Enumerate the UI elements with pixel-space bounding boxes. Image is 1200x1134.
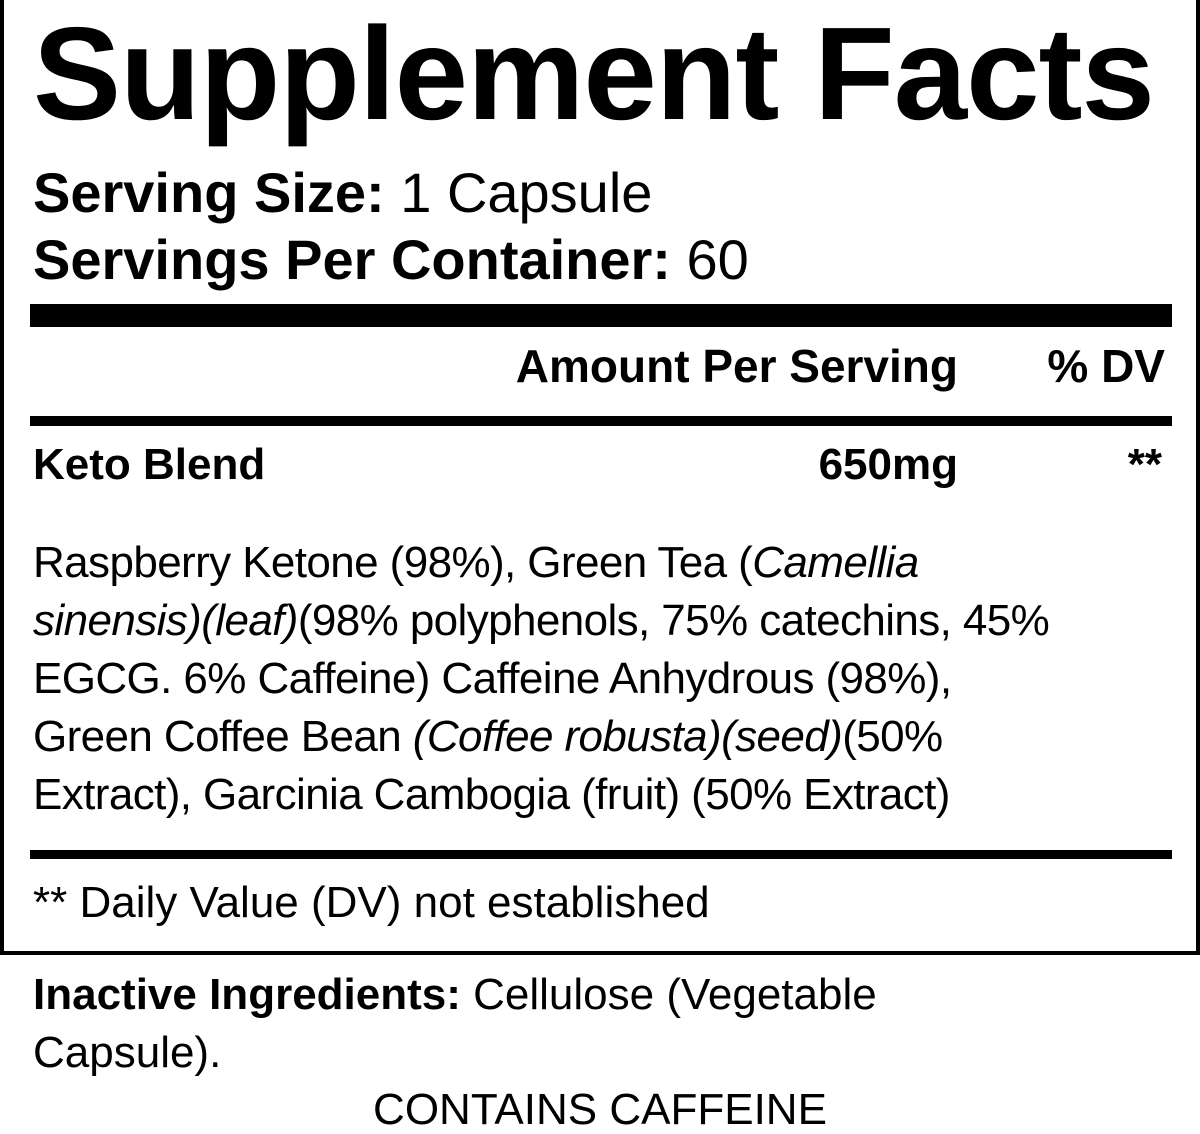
facts-panel-border (0, 0, 1200, 955)
ingredient-line: Extract), Garcinia Cambogia (fruit) (50%… (33, 766, 950, 824)
footnote: ** Daily Value (DV) not established (33, 878, 710, 927)
serving-size-value: 1 Capsule (400, 161, 653, 224)
divider (30, 416, 1172, 426)
ingredient-line: EGCG. 6% Caffeine) Caffeine Anhydrous (9… (33, 650, 952, 708)
divider (30, 850, 1172, 859)
caffeine-warning: CONTAINS CAFFEINE (373, 1085, 827, 1134)
ingredient-text: (50% (842, 712, 943, 761)
ingredient-text: Extract), Garcinia Cambogia (fruit) (50%… (33, 770, 950, 819)
blend-dv: ** (1127, 440, 1162, 489)
servings-per-container-label: Servings Per Container: (33, 228, 671, 291)
blend-name: Keto Blend (33, 440, 266, 489)
serving-size: Serving Size: 1 Capsule (33, 165, 652, 221)
ingredient-line: Raspberry Ketone (98%), Green Tea (Camel… (33, 534, 919, 592)
ingredient-botanical-name: sinensis)(leaf) (33, 596, 298, 645)
ingredient-text: (98% polyphenols, 75% catechins, 45% (297, 596, 1050, 645)
page-title: Supplement Facts (33, 0, 1155, 147)
inactive-label: Inactive Ingredients: (33, 970, 461, 1019)
servings-per-container: Servings Per Container: 60 (33, 232, 749, 288)
ingredient-line: Green Coffee Bean (Coffee robusta)(seed)… (33, 708, 943, 766)
ingredient-text: EGCG. 6% Caffeine) Caffeine Anhydrous (9… (33, 654, 952, 703)
servings-per-container-value: 60 (686, 228, 749, 291)
ingredient-botanical-name: (Coffee robusta)(seed) (412, 712, 843, 761)
thick-divider (30, 304, 1172, 327)
dv-header: % DV (1047, 340, 1165, 392)
inactive-ingredients-cont: Capsule). (33, 1028, 222, 1077)
inactive-ingredients: Inactive Ingredients: Cellulose (Vegetab… (33, 973, 877, 1017)
ingredient-line: sinensis)(leaf)(98% polyphenols, 75% cat… (33, 592, 1050, 650)
ingredient-text: Raspberry Ketone (98%), Green Tea ( (33, 538, 753, 587)
serving-size-label: Serving Size: (33, 161, 385, 224)
amount-per-serving-header: Amount Per Serving (515, 340, 958, 392)
inactive-value: Cellulose (Vegetable (460, 970, 877, 1019)
blend-amount: 650mg (818, 440, 958, 489)
ingredient-botanical-name: Camellia (752, 538, 919, 587)
ingredient-text: Green Coffee Bean (33, 712, 413, 761)
